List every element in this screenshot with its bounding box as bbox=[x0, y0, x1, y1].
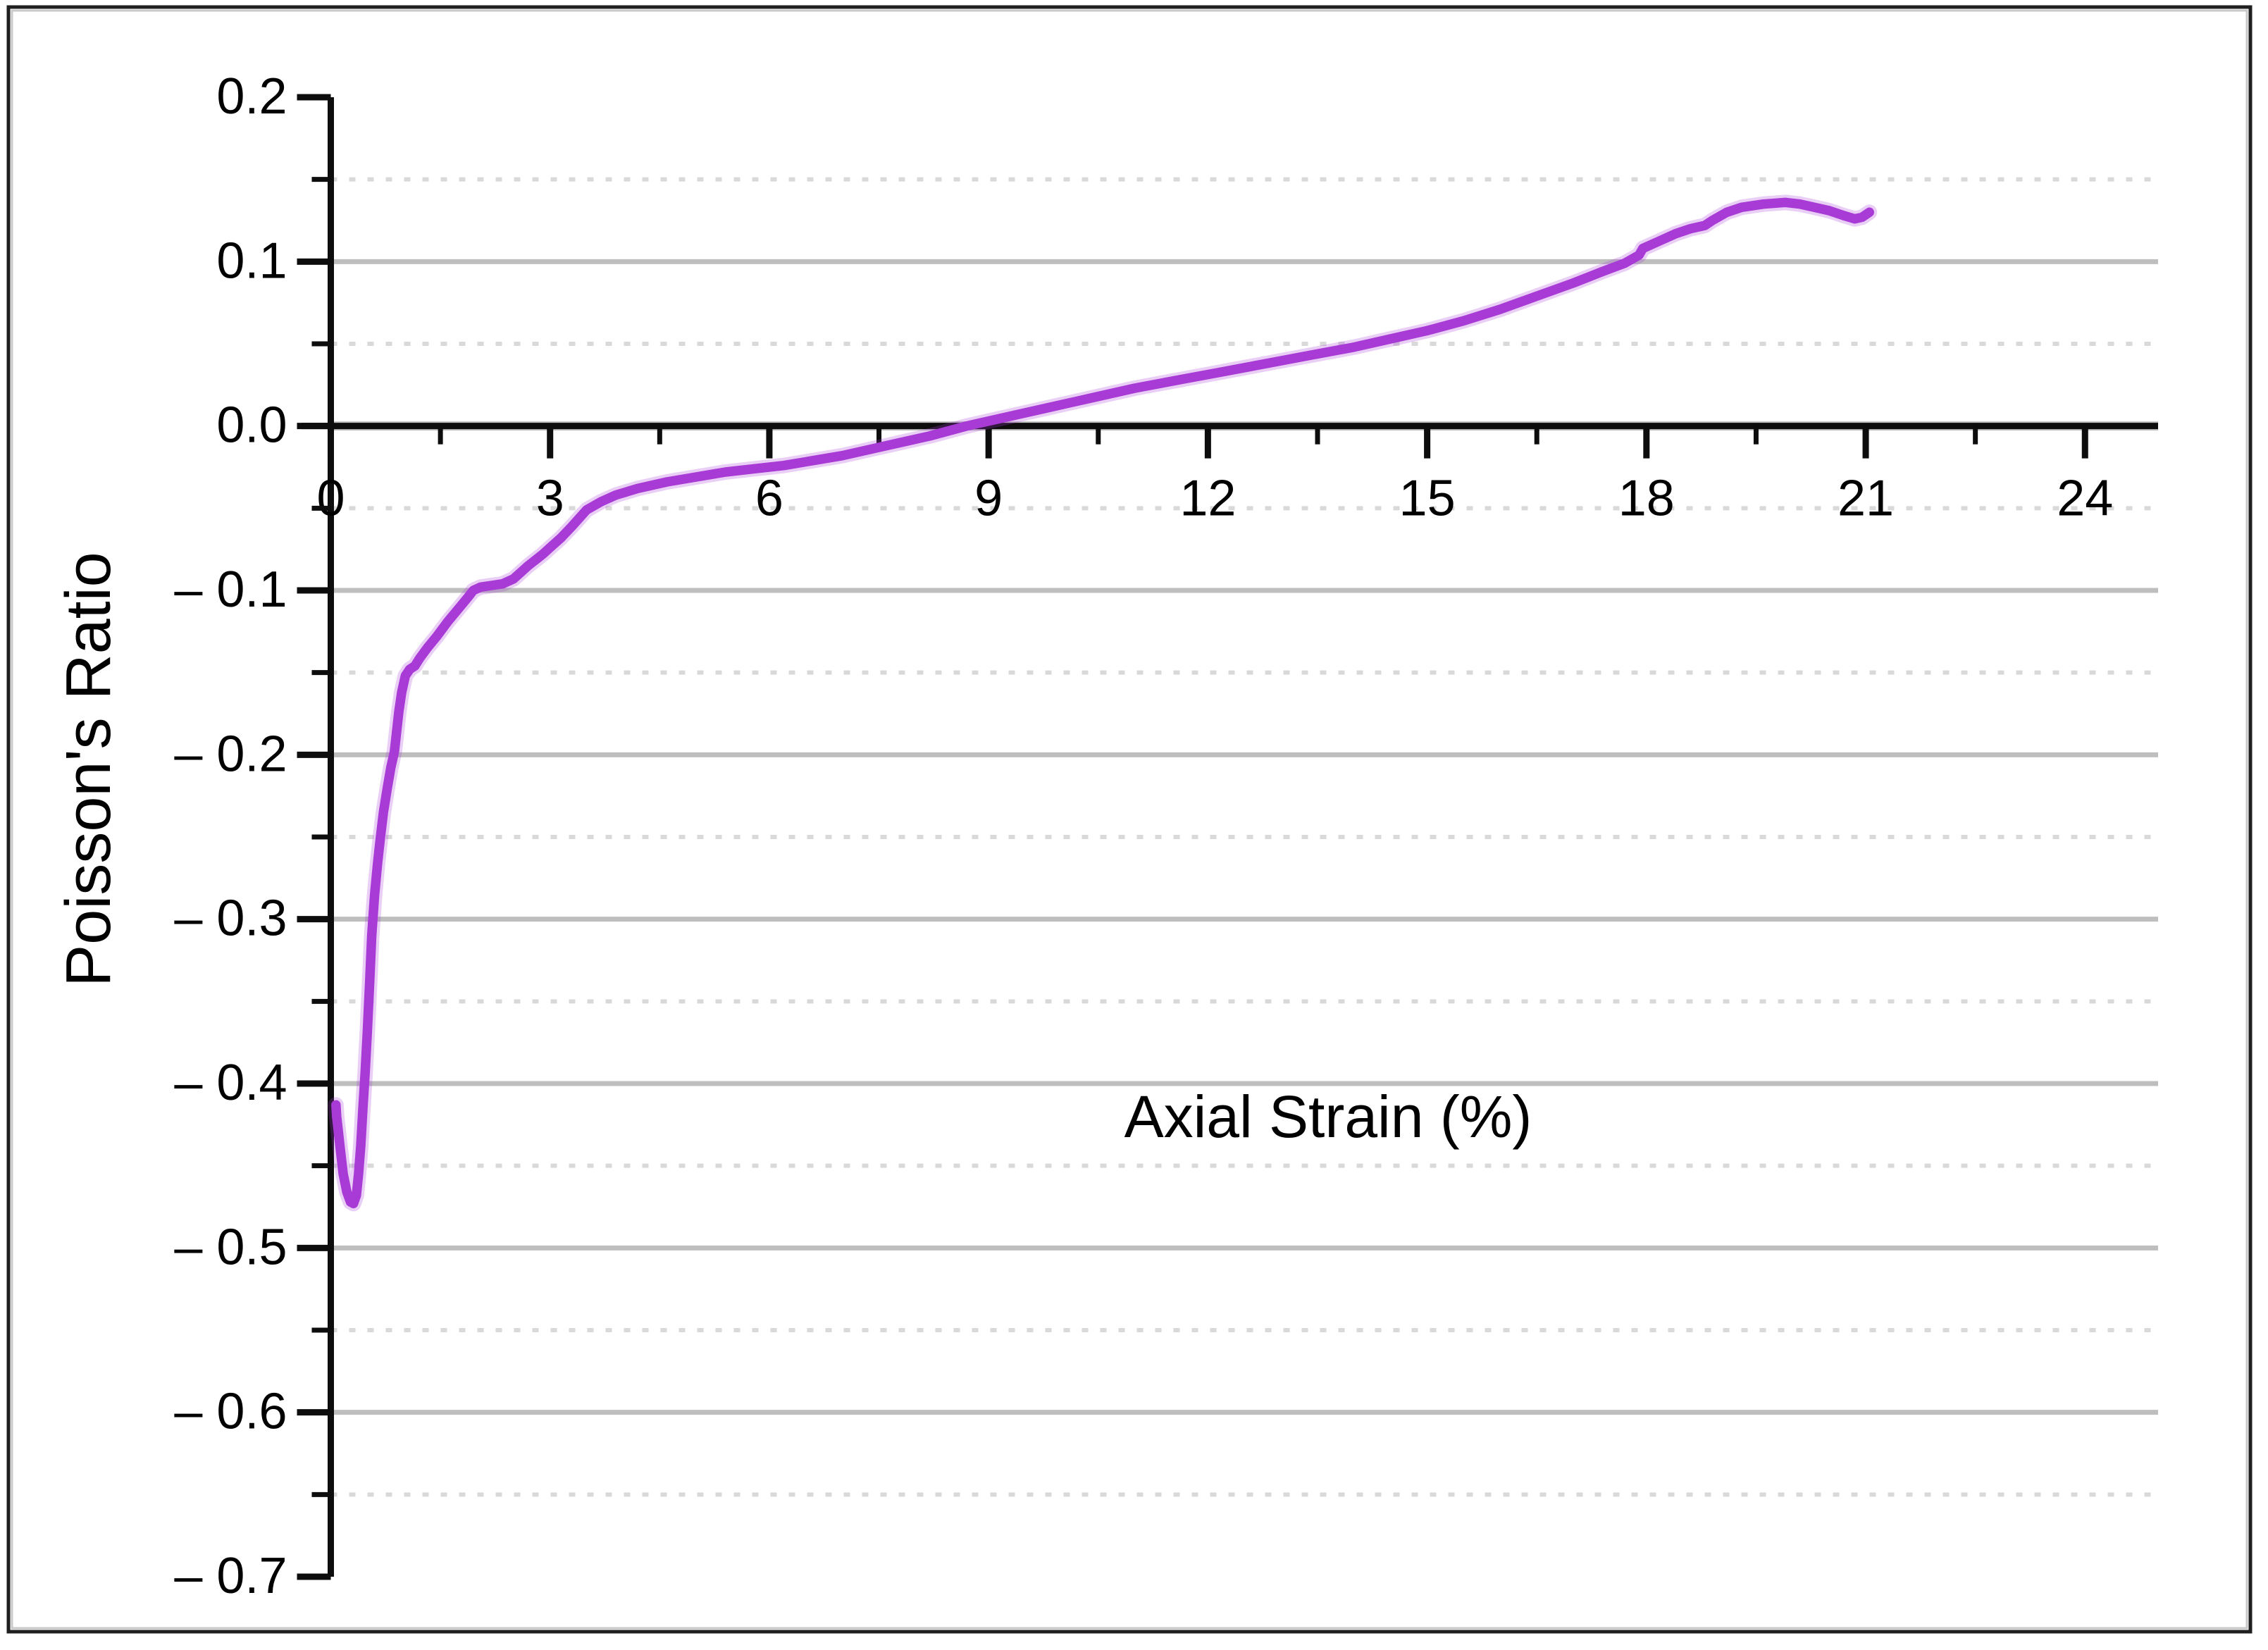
y-tick-label: – 0.5 bbox=[174, 1219, 287, 1275]
y-tick-label: – 0.6 bbox=[174, 1384, 287, 1440]
y-tick-label: 0.2 bbox=[216, 68, 287, 125]
y-tick-label: 0.1 bbox=[216, 232, 287, 289]
x-tick-label: 21 bbox=[1838, 471, 1894, 527]
y-tick-label: – 0.3 bbox=[174, 891, 287, 947]
series-line bbox=[331, 197, 1874, 1209]
x-tick-label: 3 bbox=[536, 471, 564, 527]
figure-border-inner bbox=[11, 9, 2248, 1630]
y-tick-label: – 0.2 bbox=[174, 726, 287, 782]
x-tick-label: 12 bbox=[1179, 471, 1236, 527]
y-tick-label: 0.0 bbox=[216, 397, 287, 454]
y-tick-label: – 0.4 bbox=[174, 1055, 287, 1111]
x-tick-label: 18 bbox=[1618, 471, 1675, 527]
figure-border bbox=[6, 5, 2252, 1634]
x-tick-label: 9 bbox=[974, 471, 1003, 527]
x-tick-label: 0 bbox=[316, 471, 345, 527]
y-tick-label: – 0.7 bbox=[174, 1548, 287, 1604]
x-tick-label: 6 bbox=[755, 471, 783, 527]
x-tick-label: 24 bbox=[2057, 471, 2113, 527]
y-axis-title: Poisson's Ratio bbox=[54, 552, 124, 986]
y-tick-label: – 0.1 bbox=[174, 562, 287, 618]
x-axis-title: Axial Strain (%) bbox=[1124, 1084, 1532, 1150]
x-tick-label: 15 bbox=[1399, 471, 1456, 527]
